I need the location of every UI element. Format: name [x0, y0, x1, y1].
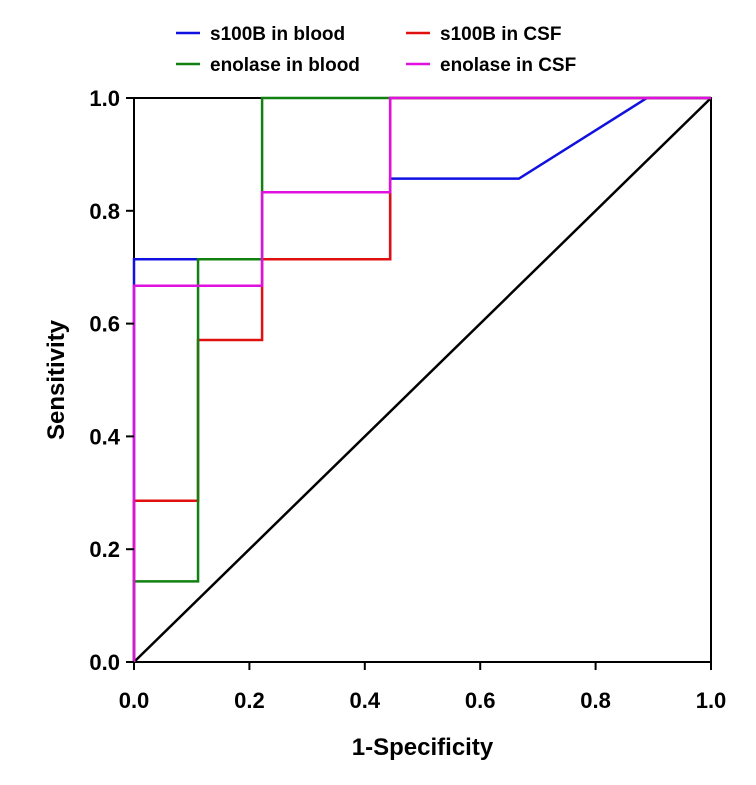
y-tick-label: 0.2 [89, 537, 120, 562]
x-tick-label: 0.8 [580, 688, 611, 713]
legend-label-enolase-in-csf: enolase in CSF [440, 55, 576, 76]
y-axis-title: Sensitivity [43, 319, 70, 440]
legend-label-s100b-in-csf: s100B in CSF [440, 24, 561, 45]
x-tick-label: 0.0 [119, 688, 150, 713]
y-tick-label: 0.0 [89, 650, 120, 675]
y-tick-label: 0.4 [89, 424, 120, 449]
y-tick-label: 0.8 [89, 199, 120, 224]
x-tick-label: 0.2 [234, 688, 265, 713]
series-layer [132, 96, 712, 663]
series-line-enolase-in-csf [132, 96, 711, 662]
y-tick-label: 1.0 [89, 86, 120, 111]
reference-line [133, 97, 712, 663]
legend-label-s100b-in-blood: s100B in blood [210, 24, 345, 45]
y-axis-ticks: 0.0 0.2 0.4 0.6 0.8 1.0 [89, 86, 134, 675]
x-tick-label: 0.6 [465, 688, 496, 713]
x-tick-label: 0.4 [350, 688, 381, 713]
legend-label-enolase-in-blood: enolase in blood [210, 55, 360, 76]
x-axis-title: 1-Specificity [352, 734, 494, 761]
x-tick-label: 1.0 [696, 688, 727, 713]
y-tick-label: 0.6 [89, 312, 120, 337]
series-line-enolase-in-blood [132, 96, 711, 662]
x-axis-ticks: 0.0 0.2 0.4 0.6 0.8 1.0 [119, 662, 727, 713]
legend: s100B in blood s100B in CSF enolase in blo… [176, 24, 576, 76]
